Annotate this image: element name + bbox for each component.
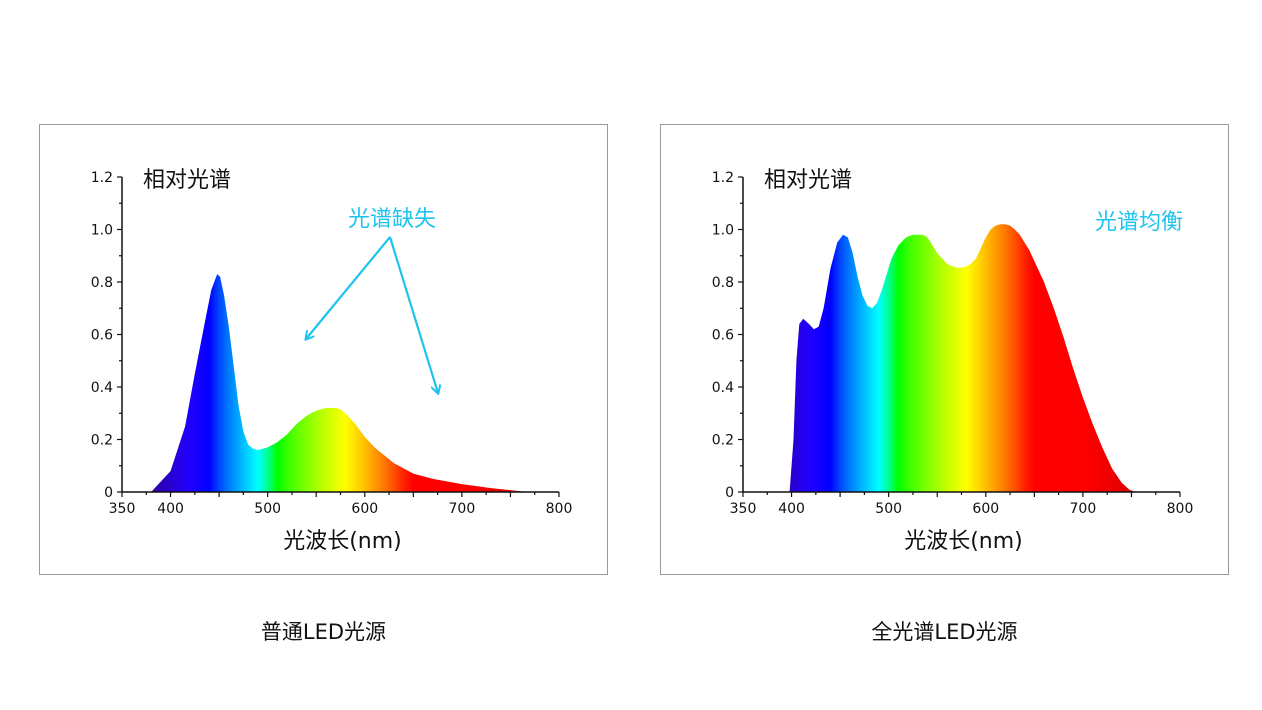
y-tick-label: 0.4 <box>712 380 734 396</box>
x-tick-label: 800 <box>1167 501 1194 517</box>
y-tick-label: 0.8 <box>712 275 734 291</box>
y-tick-label: 1.2 <box>712 170 734 186</box>
y-tick-label: 0 <box>725 485 734 501</box>
chart-panel-right: 0 0.2 0.4 0.6 0.8 1.0 1.2 350 400 500 600 700 800 相对光… <box>660 124 1229 575</box>
annotation-label: 光谱均衡 <box>1095 210 1183 235</box>
x-tick-label: 700 <box>1070 501 1097 517</box>
y-tick-label: 0.2 <box>712 433 734 449</box>
x-axis-title: 光波长(nm) <box>904 529 1023 554</box>
y-tick-label: 0.2 <box>91 433 113 449</box>
caption-left: 普通LED光源 <box>260 620 387 644</box>
y-tick-label: 0.8 <box>91 275 113 291</box>
y-tick-label: 0.6 <box>91 328 113 344</box>
x-tick-label: 350 <box>109 501 136 517</box>
x-tick-label: 700 <box>449 501 476 517</box>
x-tick-label: 800 <box>546 501 573 517</box>
spectrum-area <box>151 274 535 492</box>
annotation-arrow <box>306 236 391 339</box>
y-tick-label: 1.0 <box>91 223 113 239</box>
x-tick-label: 500 <box>254 501 281 517</box>
x-tick-label: 400 <box>778 501 805 517</box>
annotation-arrow <box>388 236 438 393</box>
chart-right: 0 0.2 0.4 0.6 0.8 1.0 1.2 350 400 500 600 700 800 相对光… <box>712 168 1194 554</box>
x-tick-label: 600 <box>351 501 378 517</box>
spectrum-area <box>789 224 1137 493</box>
y-tick-label: 0 <box>104 485 113 501</box>
caption-right: 全光谱LED光源 <box>871 620 1018 644</box>
chart-left: 0 0.2 0.4 0.6 0.8 1.0 1.2 350 400 500 600 700 800 相对光… <box>91 168 573 554</box>
x-tick-label: 350 <box>730 501 757 517</box>
y-axis-title: 相对光谱 <box>143 168 231 193</box>
x-axis-title: 光波长(nm) <box>283 529 402 554</box>
y-axis-title: 相对光谱 <box>764 168 852 193</box>
x-tick-label: 400 <box>157 501 184 517</box>
x-tick-label: 600 <box>972 501 999 517</box>
y-tick-label: 1.0 <box>712 223 734 239</box>
chart-panel-left: 0 0.2 0.4 0.6 0.8 1.0 1.2 350 400 500 600 700 800 相对光… <box>39 124 608 575</box>
x-tick-label: 500 <box>875 501 902 517</box>
annotation-label: 光谱缺失 <box>348 207 436 232</box>
y-tick-label: 0.6 <box>712 328 734 344</box>
y-tick-label: 1.2 <box>91 170 113 186</box>
y-tick-label: 0.4 <box>91 380 113 396</box>
